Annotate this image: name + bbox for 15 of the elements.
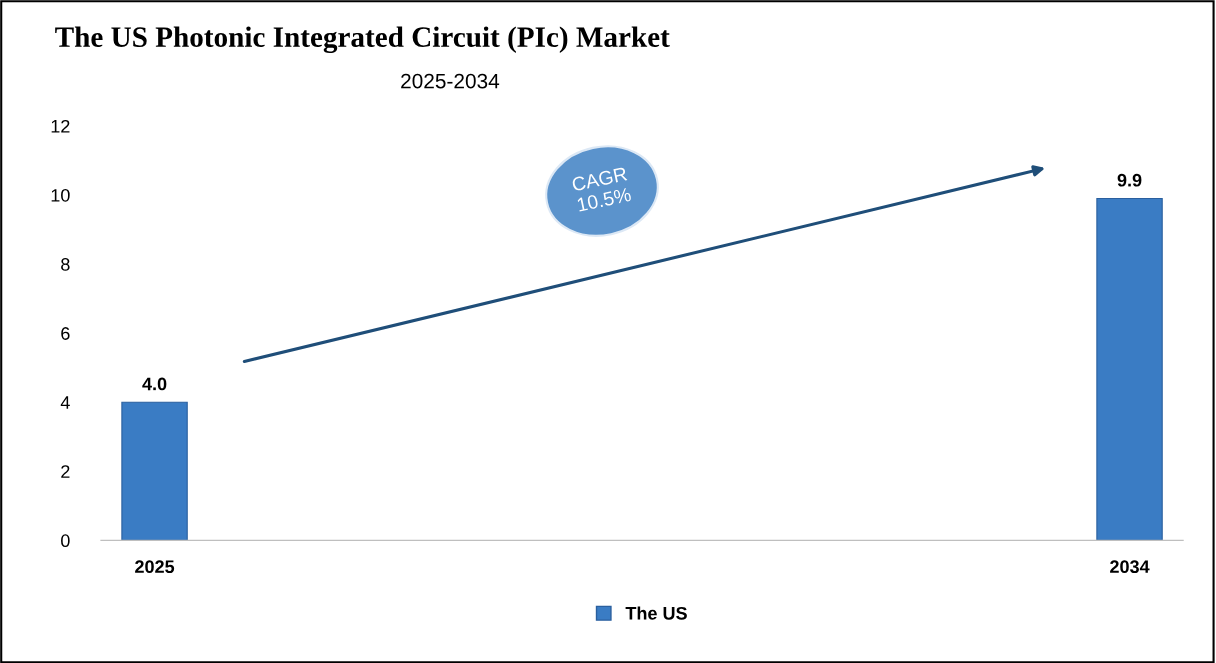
y-tick-label: 6 <box>61 327 70 340</box>
annotation: CAGR 10.5% <box>571 166 632 212</box>
x-tick-label: 2025 <box>135 560 175 574</box>
y-tick-label: 8 <box>61 258 70 271</box>
y-tick-label: 10 <box>51 188 70 202</box>
y-tick-label: 4 <box>60 396 70 409</box>
chart-subtitle: 2025-2034 <box>401 73 500 89</box>
x-tick-label: 2034 <box>1110 560 1150 574</box>
data-label: 9.9 <box>1117 173 1142 187</box>
y-tick-label: 0 <box>61 534 70 548</box>
y-tick-label: 12 <box>51 119 70 133</box>
legend-label: The US <box>625 606 687 620</box>
chart-title: The US Photonic Integrated Circuit (PIc) Market <box>55 26 670 54</box>
y-tick-label: 2 <box>61 465 70 478</box>
data-label: 4.0 <box>142 377 167 391</box>
